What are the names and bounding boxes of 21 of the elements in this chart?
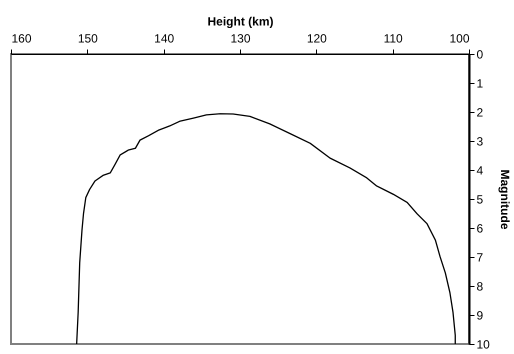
y-tick-label: 9 [476,308,484,322]
y-tick-label: 6 [476,222,484,236]
y-axis-title: Magnitude [498,170,512,230]
y-tick-label: 3 [476,134,484,148]
y-tick-label: 4 [476,164,484,178]
y-tick-label: 5 [476,192,484,206]
x-tick-label: 130 [230,32,251,46]
x-tick-label: 140 [154,32,174,46]
x-tick-label: 150 [78,32,98,46]
x-tick-label: 160 [12,32,32,46]
y-tick-label: 10 [476,338,490,352]
y-tick-label: 2 [476,106,484,120]
y-tick-label: 7 [476,250,484,264]
x-tick-label: 120 [306,32,328,46]
y-tick-label: 8 [476,280,484,294]
y-tick-label: 0 [476,48,484,62]
line-series [76,113,456,345]
x-tick-label: 110 [384,32,404,46]
y-tick-label: 1 [476,76,484,90]
x-tick-label: 100 [449,32,470,46]
x-axis-title: Height (km) [208,14,274,28]
